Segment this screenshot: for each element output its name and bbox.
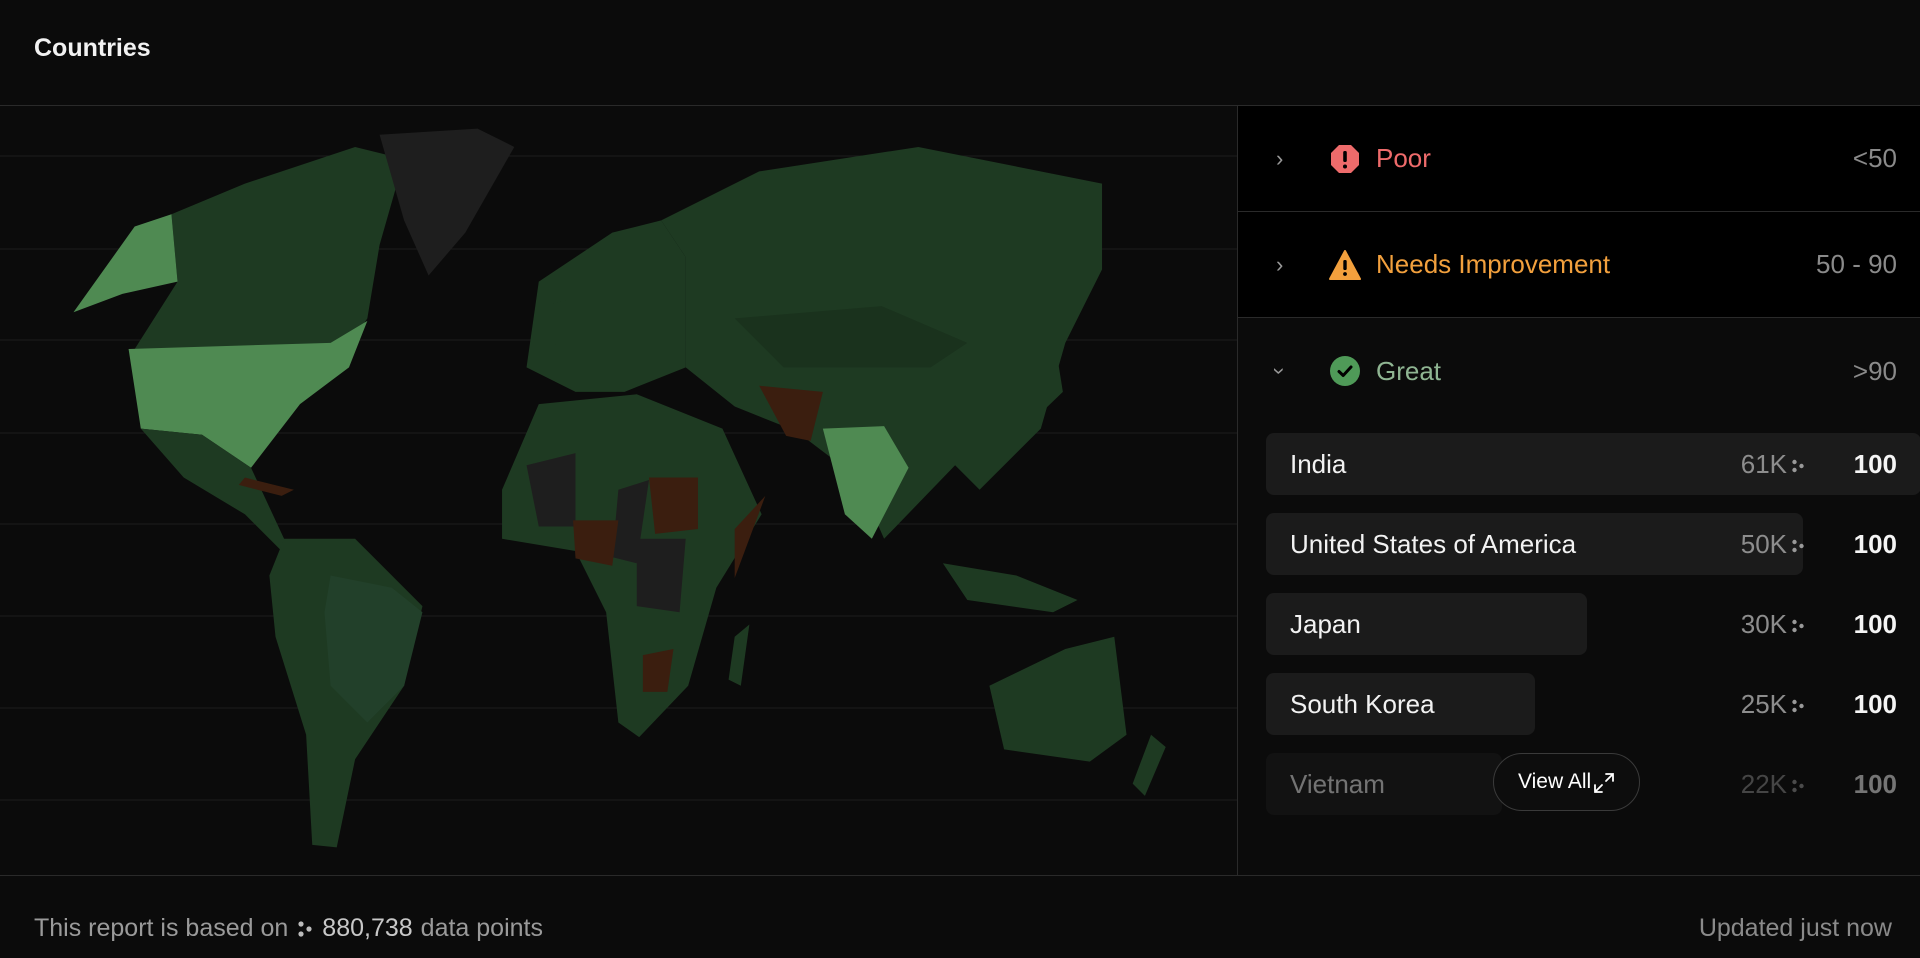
- region-brazil: [324, 575, 423, 723]
- country-name: India: [1290, 449, 1347, 479]
- region-indonesia: [942, 563, 1078, 613]
- data-points-icon: [1792, 619, 1804, 633]
- chevron-down-icon: ›: [1267, 367, 1293, 375]
- country-row[interactable]: India 61K 100: [1266, 433, 1920, 495]
- data-points-icon: [1792, 539, 1804, 553]
- country-name: South Korea: [1290, 689, 1435, 719]
- report-prefix: This report is based on: [34, 914, 289, 942]
- region-africa-nodata-3: [636, 538, 686, 613]
- country-count: 25K: [1740, 689, 1787, 719]
- category-label: Poor: [1376, 143, 1431, 173]
- region-alaska: [73, 214, 178, 313]
- country-name: Vietnam: [1290, 769, 1385, 799]
- region-caribbean: [238, 477, 294, 496]
- share-bar: [1266, 513, 1803, 575]
- world-map-svg: [0, 128, 1237, 848]
- region-new-zealand: [1132, 734, 1166, 796]
- share-bar: [1266, 433, 1920, 495]
- country-score: 100: [1853, 449, 1897, 479]
- country-count: 22K: [1740, 769, 1787, 799]
- category-range: <50: [1852, 143, 1897, 173]
- chevron-right-icon: ›: [1276, 251, 1284, 277]
- data-points-icon: [1792, 459, 1804, 473]
- region-europe: [526, 220, 686, 392]
- category-label: Needs Improvement: [1376, 249, 1611, 279]
- country-score: 100: [1853, 609, 1897, 639]
- region-central-america: [140, 428, 319, 576]
- country-count: 30K: [1740, 609, 1787, 639]
- octagon-alert-icon: [1328, 142, 1362, 176]
- region-greenland: [379, 128, 515, 276]
- country-score: 100: [1853, 529, 1897, 559]
- region-usa: [128, 320, 368, 468]
- share-bar: [1266, 593, 1587, 655]
- country-name: United States of America: [1290, 529, 1577, 559]
- report-suffix: data points: [420, 914, 543, 942]
- region-central-africa: [573, 520, 619, 566]
- check-circle-icon: [1328, 354, 1362, 388]
- country-count: 50K: [1740, 529, 1787, 559]
- data-points-count: 880,738: [322, 914, 413, 942]
- country-row[interactable]: Vietnam 22K 100: [1266, 753, 1920, 815]
- performance-panel: › Poor <50 › Needs Improvement 50 - 90 ›…: [1237, 106, 1920, 875]
- country-name: Japan: [1290, 609, 1361, 639]
- region-central-asia: [734, 306, 968, 368]
- category-great[interactable]: › Great >90: [1238, 318, 1920, 424]
- region-africa: [502, 394, 762, 738]
- share-bar: [1266, 673, 1535, 735]
- chevron-right-icon: ›: [1276, 145, 1284, 171]
- country-row[interactable]: United States of America 50K 100: [1266, 513, 1920, 575]
- category-label: Great: [1376, 355, 1442, 386]
- share-bar: [1266, 753, 1502, 815]
- region-somalia: [734, 495, 766, 578]
- view-all-label: View All: [1518, 770, 1592, 793]
- expand-icon: [1594, 773, 1614, 793]
- region-mozambique: [642, 648, 674, 692]
- great-list: India 61K 100 United States of America 5…: [1238, 424, 1920, 875]
- page-title: Countries: [34, 34, 151, 62]
- region-sudan: [648, 477, 698, 534]
- region-canada: [134, 146, 405, 356]
- category-range: 50 - 90: [1816, 249, 1897, 279]
- region-uk: [544, 300, 570, 346]
- country-count: 61K: [1740, 449, 1787, 479]
- country-score: 100: [1853, 769, 1897, 799]
- header: Countries: [0, 0, 1920, 106]
- region-india: [822, 426, 909, 539]
- footer: This report is based on 880,738 data poi…: [0, 875, 1920, 958]
- category-needs-improvement[interactable]: › Needs Improvement 50 - 90: [1238, 212, 1920, 318]
- country-score: 100: [1853, 689, 1897, 719]
- country-row[interactable]: South Korea 25K 100: [1266, 673, 1920, 735]
- triangle-warning-icon: [1328, 248, 1362, 282]
- region-africa-nodata: [526, 453, 576, 527]
- region-australia: [989, 636, 1127, 762]
- category-poor[interactable]: › Poor <50: [1238, 106, 1920, 212]
- updated-status: Updated just now: [1698, 914, 1892, 942]
- report-summary: This report is based on 880,738 data poi…: [34, 914, 543, 943]
- data-points-icon: [298, 920, 312, 937]
- data-points-icon: [1792, 779, 1804, 793]
- region-afghanistan-pakistan: [759, 385, 823, 441]
- category-range: >90: [1852, 355, 1897, 386]
- view-all-button[interactable]: View All: [1493, 753, 1640, 811]
- country-row[interactable]: Japan 30K 100: [1266, 593, 1920, 655]
- region-madagascar: [728, 624, 750, 686]
- data-points-icon: [1792, 699, 1804, 713]
- world-map[interactable]: [0, 106, 1237, 875]
